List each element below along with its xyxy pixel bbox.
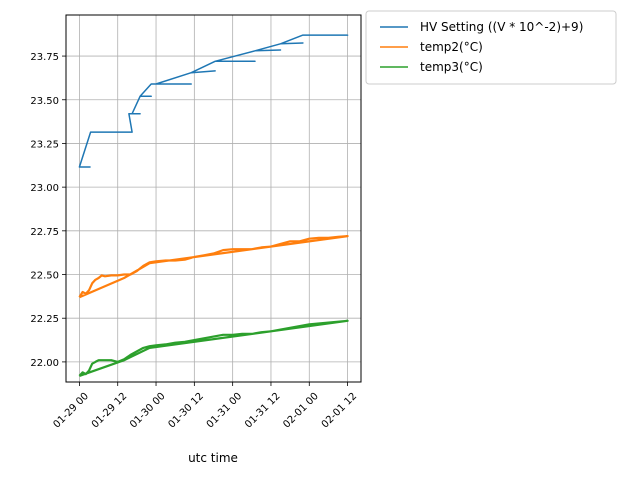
x-tick-label: 01-30 00 bbox=[128, 391, 168, 431]
legend-frame bbox=[365, 10, 617, 85]
y-tick-label: 23.25 bbox=[30, 139, 59, 150]
x-tick-label: 01-29 00 bbox=[51, 391, 91, 431]
x-tick-label: 02-01 00 bbox=[281, 391, 321, 431]
grid-lines bbox=[66, 15, 361, 382]
x-tick-label: 01-31 12 bbox=[243, 391, 283, 431]
y-tick-label: 23.75 bbox=[30, 52, 59, 63]
y-tick-label: 22.25 bbox=[30, 314, 59, 325]
series-line-1 bbox=[78, 34, 349, 168]
y-tick-label: 23.50 bbox=[30, 96, 59, 107]
x-tick-label: 01-31 00 bbox=[205, 391, 245, 431]
series-line-3 bbox=[78, 319, 349, 377]
legend-label: temp3(°C) bbox=[420, 60, 483, 74]
x-tick-label: 01-30 12 bbox=[166, 391, 206, 431]
y-tick-label: 22.00 bbox=[30, 358, 59, 369]
y-axis-ticks: 22.00 22.25 22.50 22.75 23.00 23.25 23.50 23.75 bbox=[30, 52, 66, 369]
series-line-2 bbox=[78, 235, 349, 299]
legend-label: HV Setting ((V * 10^-2)+9) bbox=[420, 20, 583, 34]
y-tick-label: 22.75 bbox=[30, 227, 59, 238]
plot-area-frame bbox=[65, 14, 362, 383]
legend: HV Setting ((V * 10^-2)+9) temp2(°C) temp3… bbox=[365, 10, 617, 85]
legend-label: temp2(°C) bbox=[420, 40, 483, 54]
series-lines bbox=[78, 34, 349, 377]
y-tick-label: 23.00 bbox=[30, 183, 59, 194]
x-tick-label: 02-01 12 bbox=[320, 391, 360, 431]
x-tick-label: 01-29 12 bbox=[90, 391, 130, 431]
y-tick-label: 22.50 bbox=[30, 271, 59, 282]
x-axis-label: utc time bbox=[188, 451, 238, 465]
